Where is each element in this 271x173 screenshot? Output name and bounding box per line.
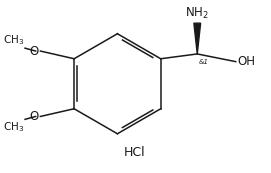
Text: &1: &1 bbox=[198, 59, 208, 65]
Text: O: O bbox=[29, 45, 38, 58]
Text: CH$_3$: CH$_3$ bbox=[3, 33, 24, 47]
Polygon shape bbox=[194, 23, 201, 54]
Text: CH$_3$: CH$_3$ bbox=[3, 120, 24, 134]
Text: OH: OH bbox=[238, 55, 256, 68]
Text: NH$_2$: NH$_2$ bbox=[185, 6, 209, 21]
Text: HCl: HCl bbox=[124, 146, 146, 159]
Text: O: O bbox=[29, 110, 38, 123]
